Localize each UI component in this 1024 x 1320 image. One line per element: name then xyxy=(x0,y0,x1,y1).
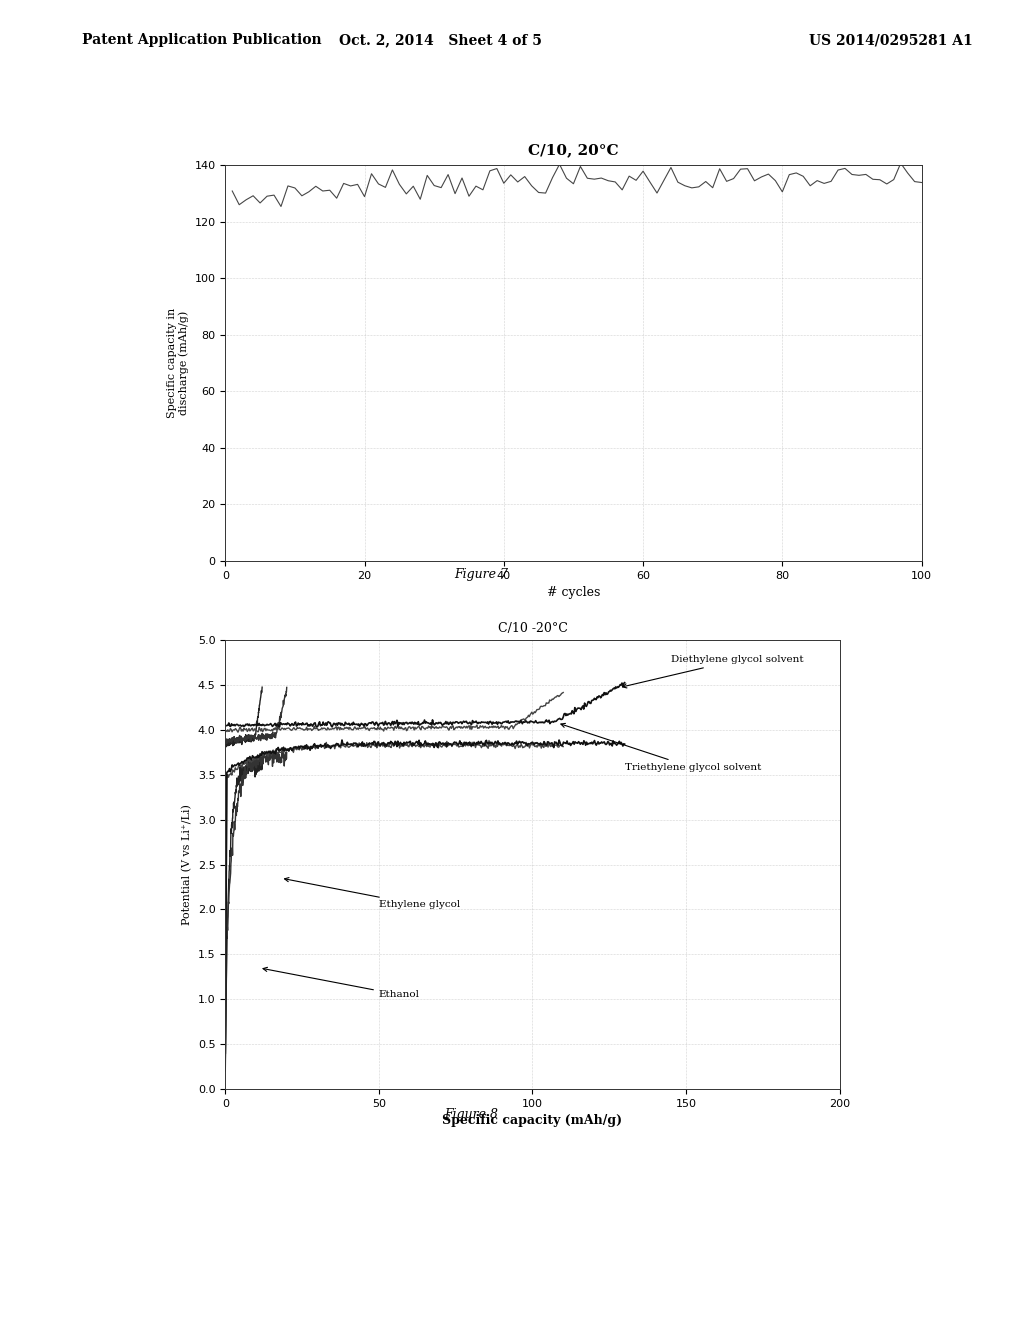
Text: Figure 8: Figure 8 xyxy=(444,1107,498,1121)
Text: Ethylene glycol: Ethylene glycol xyxy=(285,878,460,909)
Text: Figure 7: Figure 7 xyxy=(455,568,508,581)
Title: C/10, 20°C: C/10, 20°C xyxy=(528,143,618,157)
Y-axis label: Potential (V vs Li⁺/Li): Potential (V vs Li⁺/Li) xyxy=(182,804,193,925)
X-axis label: Specific capacity (mAh/g): Specific capacity (mAh/g) xyxy=(442,1114,623,1127)
Text: US 2014/0295281 A1: US 2014/0295281 A1 xyxy=(809,33,973,48)
Text: Oct. 2, 2014   Sheet 4 of 5: Oct. 2, 2014 Sheet 4 of 5 xyxy=(339,33,542,48)
Text: Triethylene glycol solvent: Triethylene glycol solvent xyxy=(561,723,761,772)
Title: C/10 -20°C: C/10 -20°C xyxy=(498,622,567,635)
Text: Patent Application Publication: Patent Application Publication xyxy=(82,33,322,48)
X-axis label: # cycles: # cycles xyxy=(547,586,600,599)
Text: Diethylene glycol solvent: Diethylene glycol solvent xyxy=(623,656,804,688)
Y-axis label: Specific capacity in
discharge (mAh/g): Specific capacity in discharge (mAh/g) xyxy=(167,308,188,418)
Text: Ethanol: Ethanol xyxy=(263,968,420,999)
